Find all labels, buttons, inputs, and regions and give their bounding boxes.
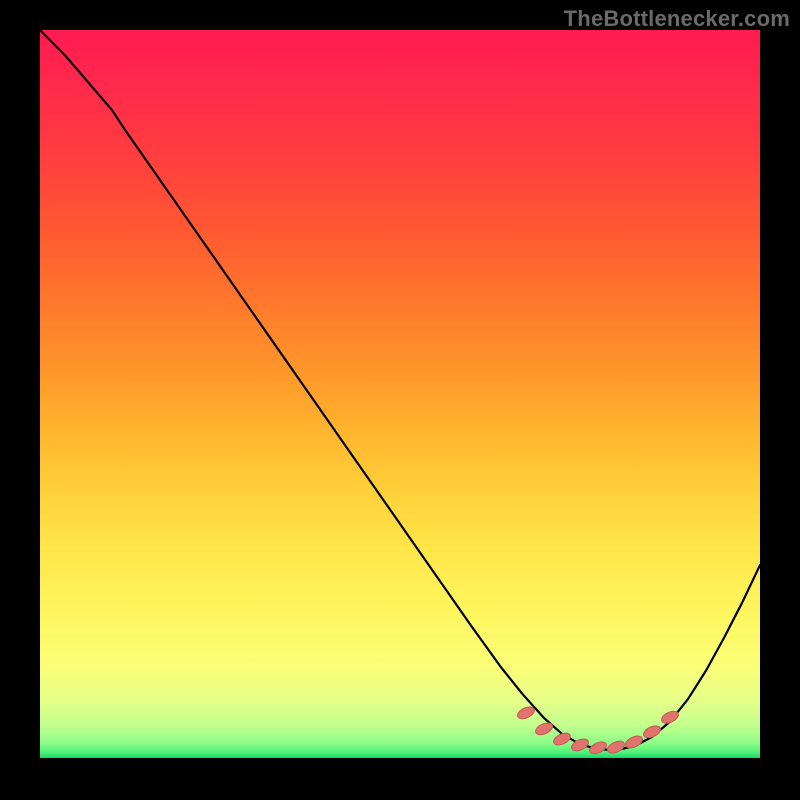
bottleneck-curve-chart [40,30,760,758]
plot-area [40,30,760,758]
watermark-label: TheBottlenecker.com [564,6,790,32]
gradient-background [40,30,760,758]
chart-frame: TheBottlenecker.com [0,0,800,800]
